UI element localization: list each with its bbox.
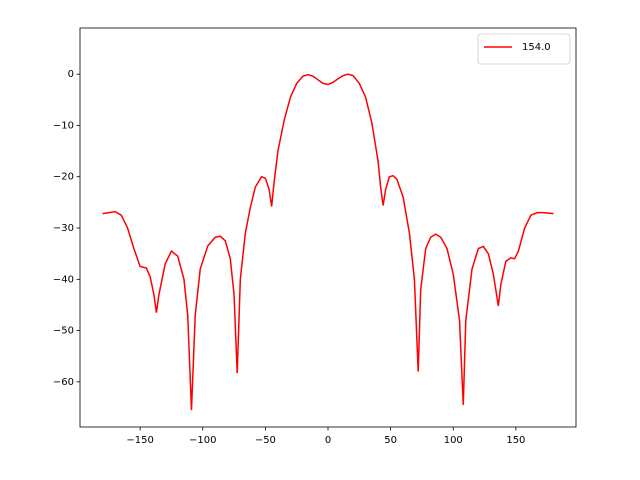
x-tick-label: 100	[444, 435, 463, 446]
legend-box	[477, 33, 571, 65]
x-tick-label: 0	[325, 435, 331, 446]
x-tick-label: −100	[189, 435, 216, 446]
y-tick-label: −60	[53, 377, 74, 388]
x-tick-label: −150	[126, 435, 153, 446]
x-tick-label: 150	[506, 435, 525, 446]
legend-label: 154.0	[522, 42, 551, 53]
x-tick-label: 50	[384, 435, 397, 446]
y-tick-label: −30	[53, 223, 74, 234]
line-series	[102, 73, 554, 411]
y-tick-label: −10	[53, 120, 74, 131]
y-tick-label: −50	[53, 326, 74, 337]
y-tick-label: −20	[53, 172, 74, 183]
y-tick-label: −40	[53, 274, 74, 285]
y-tick-label: 0	[68, 69, 74, 80]
x-tick-label: −50	[255, 435, 276, 446]
